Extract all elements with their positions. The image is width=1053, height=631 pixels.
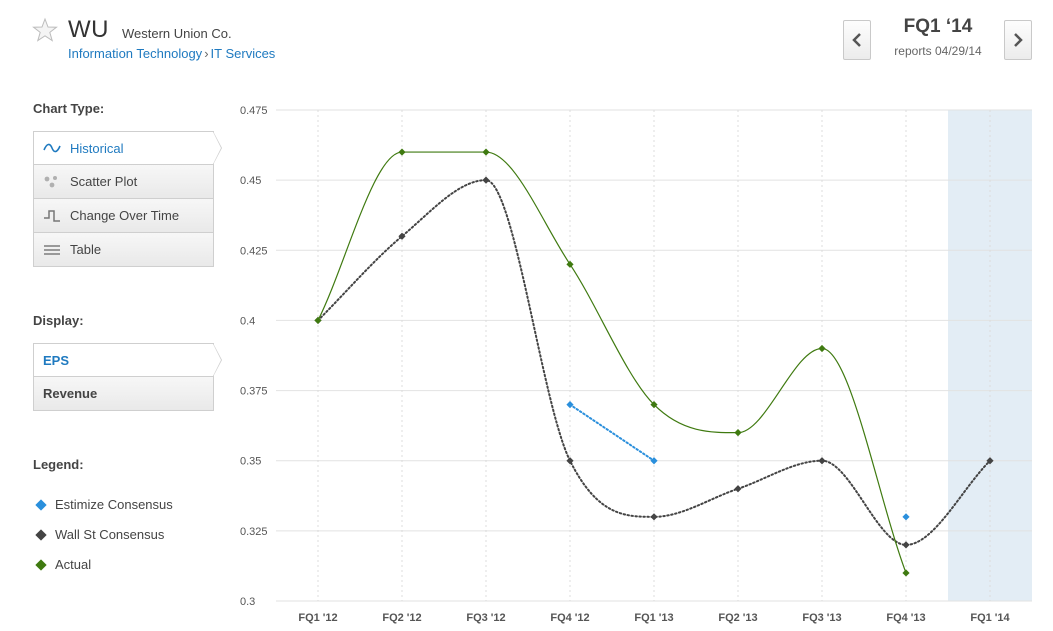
display-eps[interactable]: EPS — [33, 343, 222, 377]
display-label: EPS — [43, 352, 70, 368]
company-name: Western Union Co. — [122, 26, 232, 41]
star-icon[interactable] — [32, 17, 58, 43]
chart-type-label: Scatter Plot — [70, 174, 138, 189]
diamond-icon — [35, 498, 47, 511]
diamond-icon — [35, 558, 47, 571]
y-tick-label: 0.425 — [240, 245, 268, 257]
breadcrumb-industry-link[interactable]: IT Services — [210, 46, 276, 61]
estimize-consensus-line — [569, 403, 655, 462]
wall-st-consensus-line — [317, 179, 991, 546]
actual-point — [482, 148, 490, 156]
y-tick-label: 0.3 — [240, 596, 255, 608]
scatter-icon — [34, 175, 70, 189]
actual-point — [650, 401, 658, 409]
breadcrumb-sector-link[interactable]: Information Technology — [68, 46, 203, 61]
eps-chart: 0.475 0.45 0.425 0.4 0.375 0.35 0.325 0.3 FQ1 '1… — [240, 105, 1032, 624]
actual-point — [818, 344, 826, 353]
chart-type-label: Change Over Time — [70, 208, 180, 223]
x-tick-label: FQ3 '12 — [466, 612, 505, 624]
chart-type-title: Chart Type: — [33, 101, 105, 116]
chart-type-label: Historical — [70, 140, 124, 156]
step-icon — [34, 209, 70, 223]
legend-wall-st-consensus: Wall St Consensus — [35, 527, 164, 542]
wall-st-consensus-point — [650, 513, 658, 521]
x-tick-label: FQ4 '12 — [550, 612, 589, 624]
chart-type-change-over-time[interactable]: Change Over Time — [33, 199, 214, 233]
chart-type-historical[interactable]: Historical — [33, 131, 222, 165]
ticker-symbol: WU — [68, 16, 109, 43]
wall-st-consensus-point — [734, 485, 742, 493]
next-quarter-button[interactable] — [1004, 20, 1032, 60]
x-tick-label: FQ2 '12 — [382, 612, 421, 624]
legend-label: Wall St Consensus — [55, 527, 165, 542]
estimize-consensus-point — [902, 513, 910, 521]
y-tick-label: 0.45 — [240, 175, 261, 187]
wall-st-consensus-point — [398, 232, 406, 240]
wall-st-consensus-point — [818, 457, 826, 465]
quarter-title: FQ1 ‘14 — [903, 16, 973, 37]
x-tick-label: FQ3 '13 — [802, 612, 841, 624]
legend-actual: Actual — [35, 557, 91, 572]
x-tick-label: FQ1 '13 — [634, 612, 673, 624]
display-label: Revenue — [43, 386, 98, 401]
wall-st-consensus-point — [482, 176, 490, 184]
display-revenue[interactable]: Revenue — [33, 377, 214, 411]
actual-point — [566, 260, 574, 268]
wall-st-consensus-point — [566, 457, 574, 465]
display-title: Display: — [33, 313, 84, 328]
actual-point — [398, 148, 406, 156]
wall-st-consensus-point — [986, 457, 994, 465]
legend-label: Actual — [55, 557, 92, 572]
actual-point — [734, 429, 742, 437]
diamond-icon — [35, 528, 47, 541]
legend-title: Legend: — [33, 457, 84, 472]
y-tick-label: 0.475 — [240, 105, 268, 117]
estimize-consensus-point — [566, 401, 574, 409]
previous-quarter-button[interactable] — [843, 20, 871, 60]
breadcrumb: Information Technology › IT Services — [68, 46, 275, 61]
y-tick-label: 0.325 — [240, 526, 268, 538]
chart-type-table[interactable]: Table — [33, 233, 214, 267]
y-tick-label: 0.375 — [240, 386, 268, 398]
legend-label: Estimize Consensus — [55, 497, 173, 512]
x-tick-label: FQ4 '13 — [886, 612, 925, 624]
chart-type-scatter-plot[interactable]: Scatter Plot — [33, 165, 214, 199]
table-icon — [34, 244, 70, 256]
header: WU Western Union Co. Information Technol… — [0, 0, 1053, 80]
actual-point — [314, 316, 322, 325]
breadcrumb-separator: › — [204, 46, 209, 61]
x-tick-label: FQ1 '12 — [298, 612, 337, 624]
chevron-left-icon — [852, 33, 861, 47]
wave-icon — [34, 143, 70, 153]
chevron-right-icon — [1014, 33, 1023, 47]
chart-type-group: Historical Scatter Plot Change Over Time… — [33, 131, 222, 267]
y-tick-label: 0.4 — [240, 315, 255, 327]
legend-estimize-consensus: Estimize Consensus — [35, 497, 173, 512]
chart-type-label: Table — [70, 242, 102, 257]
x-tick-label: FQ1 '14 — [970, 612, 1010, 624]
actual-point — [902, 569, 910, 577]
y-tick-label: 0.35 — [240, 456, 261, 468]
x-tick-label: FQ2 '13 — [718, 612, 757, 624]
display-group: EPS Revenue — [33, 343, 222, 411]
estimize-consensus-point — [650, 457, 658, 465]
report-date: reports 04/29/14 — [894, 44, 982, 58]
wall-st-consensus-point — [902, 541, 910, 549]
